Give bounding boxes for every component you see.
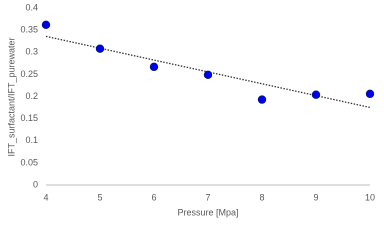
y-tick-label: 0.4 xyxy=(25,2,38,12)
point xyxy=(257,95,267,104)
x-tick-label: 10 xyxy=(365,192,375,202)
x-tick-label: 9 xyxy=(313,192,318,202)
y-tick-label: 0 xyxy=(33,179,38,189)
x-tick-label: 6 xyxy=(151,192,156,202)
point xyxy=(365,89,375,99)
y-tick-label: 0.3 xyxy=(25,47,38,57)
y-axis-label: IFT_surfactant/IFT_purewater xyxy=(6,37,16,156)
point xyxy=(95,44,105,53)
point xyxy=(41,20,51,30)
point xyxy=(311,90,321,99)
x-tick-label: 7 xyxy=(205,192,210,202)
y-tick-label: 0.05 xyxy=(20,157,38,167)
x-tick-label: 4 xyxy=(43,192,48,202)
y-tick-label: 0.15 xyxy=(20,113,38,123)
y-tick-label: 0.1 xyxy=(25,135,38,145)
x-tick-label: 5 xyxy=(97,192,102,202)
point xyxy=(149,62,159,72)
x-tick-label: 8 xyxy=(259,192,264,202)
y-tick-label: 0.35 xyxy=(20,25,38,35)
y-tick-label: 0.25 xyxy=(20,69,38,79)
chart: Pressure [Mpa] IFT_surfactant/IFT_purewa… xyxy=(6,2,375,217)
y-tick-label: 0.2 xyxy=(25,91,38,101)
point xyxy=(203,70,213,80)
x-axis-label: Pressure [Mpa] xyxy=(177,207,238,217)
